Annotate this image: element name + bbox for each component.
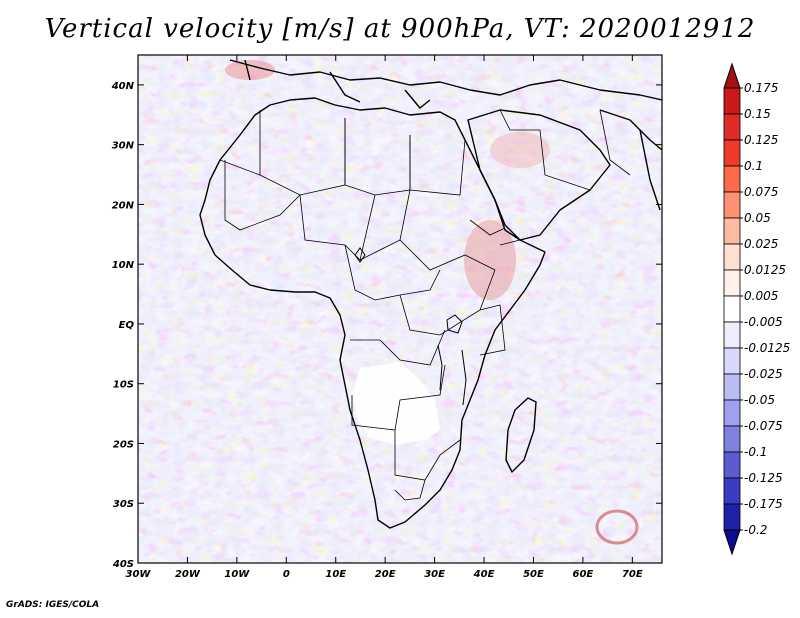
x-tick-label: 20E <box>375 569 396 580</box>
colorbar-label: 0.025 <box>744 237 778 251</box>
x-tick-label: 30W <box>126 569 152 580</box>
colorbar-label: 0.075 <box>744 185 778 199</box>
red-sea-upward-patch <box>490 132 550 168</box>
colorbar-bottom-arrow <box>723 529 741 556</box>
colorbar-top-arrow <box>723 62 741 89</box>
colorbar-label: -0.005 <box>744 315 783 329</box>
x-tick-label: 10W <box>224 569 250 580</box>
colorbar-label: 0.1 <box>744 159 763 173</box>
colorbar-segment <box>723 191 741 219</box>
x-tick-label: 60E <box>573 569 594 580</box>
colorbar-segment <box>723 373 741 401</box>
colorbar-label: -0.175 <box>744 497 783 511</box>
x-tick-label: 30E <box>424 569 445 580</box>
colorbar-label: -0.025 <box>744 367 783 381</box>
colorbar-segment <box>723 347 741 375</box>
colorbar-segment <box>723 425 741 453</box>
y-tick-label: 20S <box>113 439 134 450</box>
y-tick-label: 40S <box>112 559 134 570</box>
colorbar-label: -0.05 <box>744 393 775 407</box>
colorbar-label: -0.2 <box>744 523 767 537</box>
colorbar-label: -0.075 <box>744 419 783 433</box>
great-lakes <box>354 247 467 406</box>
x-tick-label: 50E <box>523 569 544 580</box>
europe-coastline <box>229 59 662 109</box>
colorbar-label: 0.125 <box>744 133 778 147</box>
colorbar: 0.175 0.15 0.125 0.1 0.075 0.05 0.025 0.0125 0.0… <box>723 62 790 556</box>
colorbar-label: 0.0125 <box>744 263 786 277</box>
y-tick-label: 40N <box>111 81 135 92</box>
colorbar-segment <box>723 503 741 531</box>
colorbar-segment <box>723 165 741 193</box>
colorbar-segment <box>723 87 741 115</box>
y-axis: 40N 30N 20N 10N EQ 10S 20S 30S 40S <box>111 81 662 570</box>
colorbar-label: 0.05 <box>744 211 771 225</box>
south-indian-ocean-vortex <box>595 509 639 545</box>
colorbar-segment <box>723 243 741 271</box>
x-tick-label: 20W <box>175 569 201 580</box>
colorbar-label: 0.005 <box>744 289 778 303</box>
x-tick-label: 10E <box>325 569 346 580</box>
x-axis: 30W 20W 10W 0 10E 20E 30E 40E 50E 60E 70E <box>126 55 643 580</box>
madagascar-coastline <box>505 397 537 473</box>
y-tick-label: 10N <box>112 260 135 271</box>
africa-coastline <box>199 97 546 529</box>
colorbar-label: 0.175 <box>744 81 778 95</box>
colorbar-label: 0.15 <box>744 107 771 121</box>
colorbar-segment <box>723 399 741 427</box>
coastlines <box>199 59 662 529</box>
ethiopian-highlands-upward-patch <box>464 220 516 300</box>
colorbar-segment <box>723 113 741 141</box>
x-tick-label: 40E <box>473 569 495 580</box>
y-tick-label: 20N <box>112 200 135 211</box>
colorbar-segment <box>723 139 741 167</box>
colorbar-segment <box>723 477 741 505</box>
y-tick-label: EQ <box>119 320 135 331</box>
y-tick-label: 30N <box>112 141 135 152</box>
country-borders <box>219 109 631 501</box>
colorbar-label: -0.0125 <box>744 341 790 355</box>
colorbar-segment <box>723 451 741 479</box>
y-tick-label: 10S <box>113 380 134 391</box>
colorbar-segment <box>723 217 741 245</box>
colorbar-label: -0.125 <box>744 471 783 485</box>
y-tick-label: 30S <box>113 499 134 510</box>
plot-frame <box>137 54 663 564</box>
velocity-field <box>138 55 662 563</box>
map-title: Vertical velocity [m/s] at 900hPa, VT: 2… <box>44 14 756 44</box>
arabia-coastline <box>467 109 611 241</box>
colorbar-label: -0.1 <box>744 445 767 459</box>
mediterranean-upward-patch <box>225 60 275 80</box>
colorbar-segment <box>723 269 741 297</box>
colorbar-segment <box>723 295 741 323</box>
x-tick-label: 70E <box>622 569 643 580</box>
kalahari-blank-region <box>352 362 440 445</box>
grads-credit: GrADS: IGES/COLA <box>6 600 100 610</box>
colorbar-segment <box>723 321 741 349</box>
x-tick-label: 0 <box>283 569 290 580</box>
